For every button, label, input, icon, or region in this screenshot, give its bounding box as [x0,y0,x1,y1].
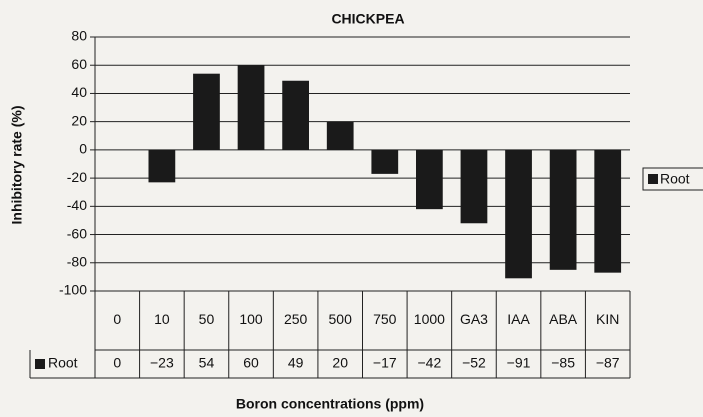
y-tick-label: 40 [71,84,87,100]
table-value: 54 [199,355,215,371]
table-value: −52 [462,355,486,371]
y-tick-label: -40 [67,197,87,213]
x-tick-label: 50 [199,311,215,327]
table-value: −85 [551,355,575,371]
bar [148,149,176,183]
y-axis-label: Inhibitory rate (%) [9,105,25,224]
y-tick-label: 80 [71,28,87,44]
x-tick-label: 750 [373,311,397,327]
table-value: 60 [243,355,259,371]
legend-label: Root [660,171,690,187]
y-tick-label: 60 [71,56,87,72]
table-value: −91 [507,355,531,371]
legend-swatch [648,174,658,184]
table-row-label: Root [48,355,78,371]
y-tick-label: -60 [67,225,87,241]
bar [416,149,443,210]
bar [326,121,354,150]
x-tick-label: 500 [329,311,353,327]
bar [549,149,577,270]
y-tick-label: 0 [79,141,87,157]
bar [371,149,399,174]
table-value: 0 [113,355,121,371]
x-axis-label: Boron concentrations (ppm) [236,396,424,412]
bar [505,149,532,279]
x-tick-label: KIN [596,311,619,327]
x-tick-label: GA3 [460,311,488,327]
legend-box [642,167,703,191]
x-tick-label: ABA [549,311,578,327]
table-value: −17 [373,355,397,371]
x-tick-label: 250 [284,311,308,327]
table-value: 20 [332,355,348,371]
bar [282,80,309,150]
legend-swatch [35,359,45,369]
x-tick-label: IAA [507,311,530,327]
bar [460,149,488,224]
table-value: −87 [596,355,620,371]
y-tick-label: -80 [67,253,87,269]
chart-title: CHICKPEA [331,11,404,27]
table-value: −42 [418,355,442,371]
x-tick-label: 0 [113,311,121,327]
bar [594,149,622,273]
table-value: 49 [288,355,304,371]
y-tick-label: -20 [67,169,87,185]
bar [237,65,265,150]
bar [193,73,220,150]
x-tick-label: 1000 [414,311,445,327]
x-tick-label: 100 [239,311,263,327]
y-tick-label: -100 [59,282,87,298]
table-value: −23 [150,355,174,371]
x-tick-label: 10 [154,311,170,327]
y-tick-label: 20 [71,112,87,128]
